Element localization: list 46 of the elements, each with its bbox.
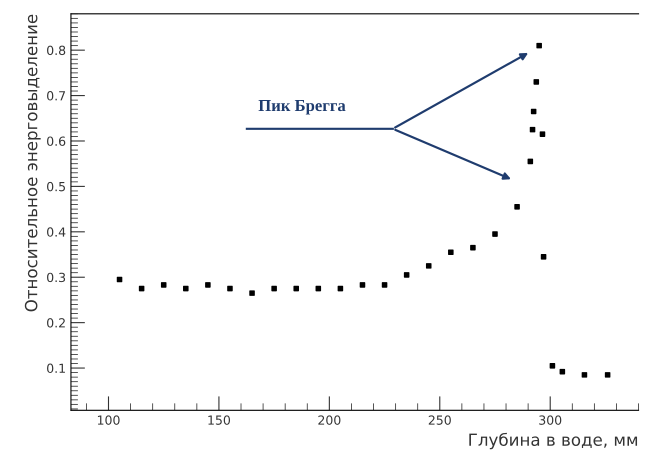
y-tick-label: 0.2	[47, 318, 65, 328]
point	[470, 244, 476, 250]
x-tick-label: 200	[318, 415, 340, 425]
x-tick-label: 250	[428, 415, 451, 425]
point	[536, 42, 542, 48]
point	[360, 282, 366, 288]
annotation: Пик Брегга	[258, 100, 346, 115]
point	[530, 126, 536, 132]
y-tick-label: 0.3	[47, 272, 66, 282]
point	[426, 263, 432, 269]
point	[404, 272, 410, 278]
x-tick-label: 150	[208, 415, 230, 425]
point	[183, 286, 189, 292]
point	[293, 286, 299, 292]
y-tick-label: 0.6	[47, 136, 66, 146]
point	[540, 131, 546, 137]
x-axis-title: Глубина в воде, мм	[469, 432, 638, 450]
x-tick-label: 300	[539, 415, 562, 425]
y-tick-label: 0.8	[47, 46, 66, 56]
point	[560, 368, 566, 374]
point	[227, 286, 233, 292]
point	[249, 290, 255, 296]
point	[530, 108, 536, 114]
point	[550, 363, 556, 369]
y-tick-label: 0.5	[47, 182, 65, 192]
point	[514, 204, 520, 210]
point	[205, 282, 211, 288]
point	[382, 282, 388, 288]
point	[116, 276, 122, 282]
point	[338, 286, 344, 292]
y-tick-label: 0.4	[47, 227, 66, 237]
point	[540, 254, 546, 260]
point	[582, 372, 588, 378]
point	[138, 286, 144, 292]
y-tick-label: 0.1	[47, 364, 65, 373]
point	[448, 249, 454, 256]
point	[528, 158, 534, 164]
x-tick-label: 100	[98, 415, 120, 425]
point	[534, 79, 540, 85]
point	[492, 231, 498, 237]
point	[160, 282, 166, 288]
point	[271, 286, 277, 292]
y-axis-title: Относительное энерговыделение	[24, 14, 41, 312]
point	[604, 372, 610, 378]
y-tick-label: 0.7	[47, 91, 66, 100]
point	[316, 286, 322, 292]
